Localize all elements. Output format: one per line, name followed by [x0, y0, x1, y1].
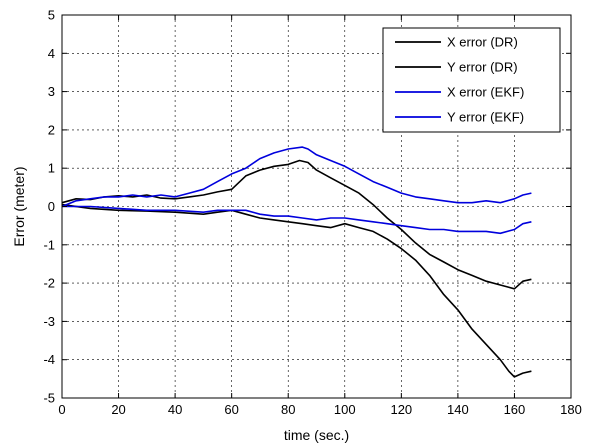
x-tick-label: 160	[504, 402, 526, 417]
axis-ticks	[61, 14, 572, 399]
x-tick-label: 180	[560, 402, 582, 417]
y-tick-label: 0	[48, 199, 55, 214]
x-tick-label: 100	[334, 402, 356, 417]
y-tick-label: 4	[48, 46, 55, 61]
grid-lines	[62, 15, 571, 398]
y-tick-label: -4	[43, 352, 55, 367]
y-tick-label: 5	[48, 8, 55, 23]
series-line-0	[61, 159, 532, 290]
legend: X error (DR) Y error (DR) X error (EKF) Y e…	[382, 27, 561, 133]
x-tick-label: 60	[224, 402, 238, 417]
y-axis-label: Error (meter)	[11, 166, 27, 246]
x-tick-label: 0	[58, 402, 65, 417]
y-tick-label: -5	[43, 391, 55, 406]
legend-box	[382, 27, 561, 133]
series-line-2	[61, 146, 532, 208]
y-tick-label: -1	[43, 237, 55, 252]
y-tick-label: 2	[48, 122, 55, 137]
y-tick-labels: -5 -4 -3 -2 -1 0 1 2 3 4 5	[43, 8, 55, 406]
y-tick-label: -3	[43, 314, 55, 329]
legend-label: X error (DR)	[447, 35, 518, 50]
series-line-3	[62, 205, 532, 235]
x-tick-label: 120	[390, 402, 412, 417]
x-tick-label: 140	[447, 402, 469, 417]
legend-label: Y error (EKF)	[447, 110, 524, 125]
y-tick-label: -2	[43, 276, 55, 291]
series-lines	[61, 146, 532, 378]
y-tick-label: 3	[48, 84, 55, 99]
x-tick-label: 80	[281, 402, 295, 417]
x-tick-label: 40	[168, 402, 182, 417]
x-axis-label: time (sec.)	[284, 427, 349, 443]
x-tick-labels: 0 20 40 60 80 100 120 140 160 180	[58, 402, 581, 417]
legend-items: X error (DR) Y error (DR) X error (EKF) Y e…	[395, 35, 524, 125]
legend-label: X error (EKF)	[447, 85, 524, 100]
x-tick-label: 20	[111, 402, 125, 417]
y-tick-label: 1	[48, 161, 55, 176]
series-line-1	[61, 203, 532, 378]
legend-label: Y error (DR)	[447, 60, 518, 75]
